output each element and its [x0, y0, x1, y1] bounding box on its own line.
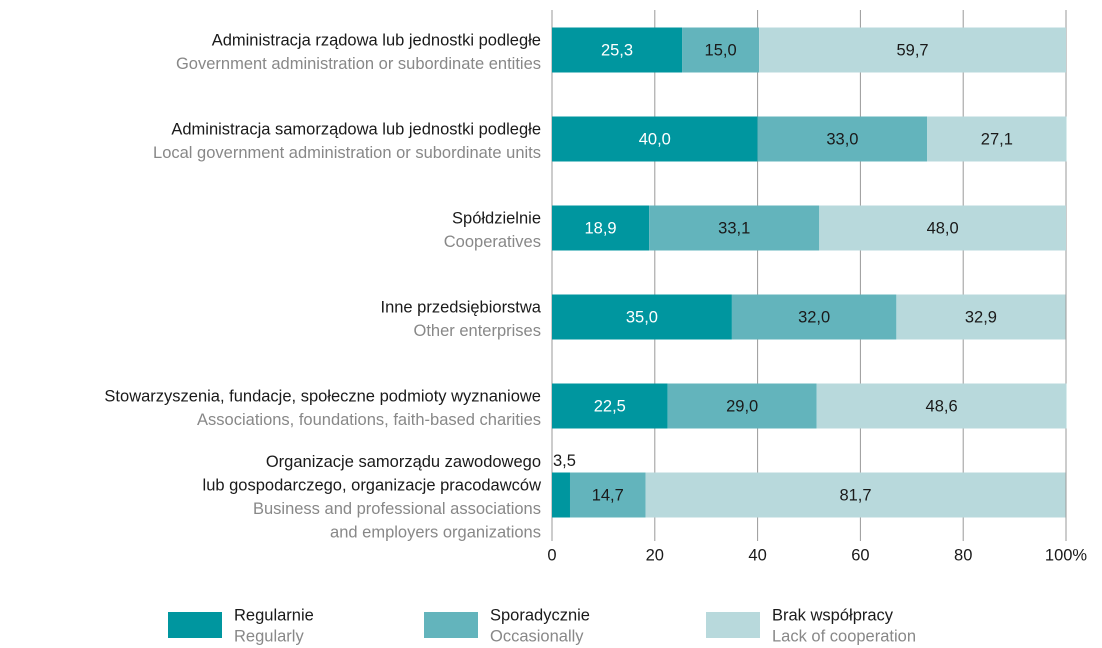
legend-swatch [424, 612, 478, 638]
bar-segment [896, 294, 1066, 340]
bar-segment [552, 294, 732, 340]
category-sublabel: Local government administration or subor… [153, 144, 541, 162]
bar-segment [759, 27, 1066, 73]
bar-segment [645, 472, 1066, 518]
value-label: 29,0 [726, 397, 758, 415]
x-tick-label: 100% [1045, 546, 1088, 564]
value-label: 33,0 [826, 130, 858, 148]
bar-segment [816, 383, 1067, 429]
legend-swatch [706, 612, 760, 638]
legend-label: Brak współpracy [772, 606, 894, 624]
legend-sublabel: Lack of cooperation [772, 627, 916, 645]
value-label: 32,9 [965, 308, 997, 326]
bar-segment [819, 205, 1066, 251]
x-tick-label: 80 [954, 546, 972, 564]
legend-swatch [168, 612, 222, 638]
legend-sublabel: Occasionally [490, 627, 584, 645]
value-label: 32,0 [798, 308, 830, 326]
category-sublabel: Associations, foundations, faith-based c… [197, 411, 541, 429]
legend-label: Sporadycznie [490, 606, 590, 624]
bar-segment [552, 27, 683, 73]
value-label: 3,5 [553, 452, 576, 470]
category-label: Inne przedsiębiorstwa [380, 299, 541, 317]
value-label: 35,0 [626, 308, 658, 326]
legend-label: Regularnie [234, 606, 314, 624]
x-tick-label: 0 [547, 546, 556, 564]
bar-segment [552, 205, 650, 251]
bar-segment [649, 205, 820, 251]
x-tick-label: 60 [851, 546, 869, 564]
value-label: 14,7 [592, 486, 624, 504]
x-tick-label: 40 [748, 546, 766, 564]
value-label: 48,6 [926, 397, 958, 415]
value-label: 33,1 [718, 219, 750, 237]
bar-segment [569, 472, 646, 518]
value-label: 59,7 [897, 41, 929, 59]
value-label: 18,9 [585, 219, 617, 237]
legend-sublabel: Regularly [234, 627, 304, 645]
value-label: 40,0 [639, 130, 671, 148]
category-label: Organizacje samorządu zawodowego [266, 453, 541, 471]
category-sublabel: Cooperatives [444, 233, 541, 251]
bar-segment [682, 27, 760, 73]
bar-segment [552, 472, 570, 518]
bar-segment [757, 116, 928, 162]
value-label: 48,0 [927, 219, 959, 237]
bar-segment [552, 116, 758, 162]
bar-segment [927, 116, 1067, 162]
category-sublabel: Other enterprises [414, 322, 541, 340]
category-sublabel: Government administration or subordinate… [176, 55, 541, 73]
category-label: Spółdzielnie [452, 210, 541, 228]
category-label: Stowarzyszenia, fundacje, społeczne podm… [104, 388, 541, 406]
bar-segment [731, 294, 897, 340]
x-tick-label: 20 [646, 546, 664, 564]
category-sublabel: and employers organizations [330, 524, 541, 542]
category-label: Administracja samorządowa lub jednostki … [171, 121, 541, 139]
value-label: 25,3 [601, 41, 633, 59]
value-label: 22,5 [594, 397, 626, 415]
category-label: Administracja rządowa lub jednostki podl… [212, 32, 541, 50]
category-sublabel: Business and professional associations [253, 500, 541, 518]
value-label: 27,1 [981, 130, 1013, 148]
category-label: lub gospodarczego, organizacje pracodawc… [203, 477, 542, 495]
value-label: 15,0 [705, 41, 737, 59]
bar-segment [552, 383, 668, 429]
bar-segment [667, 383, 817, 429]
value-label: 81,7 [839, 486, 871, 504]
